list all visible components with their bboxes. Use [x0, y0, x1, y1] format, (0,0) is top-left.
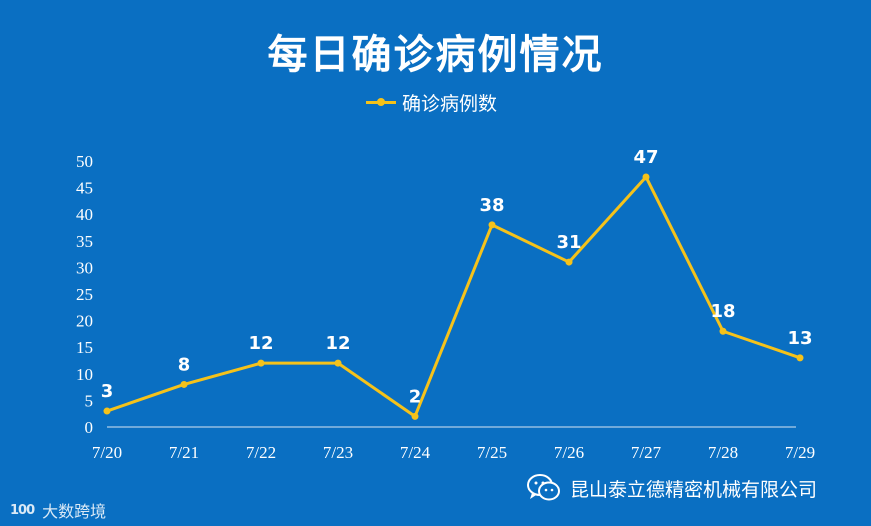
x-tick-label: 7/22: [246, 443, 276, 462]
y-tick-label: 40: [76, 205, 93, 224]
x-tick-label: 7/29: [785, 443, 815, 462]
legend-label: 确诊病例数: [402, 93, 498, 115]
x-tick-label: 7/27: [631, 443, 662, 462]
data-label: 38: [479, 195, 504, 216]
data-label: 18: [710, 301, 735, 322]
data-label: 13: [787, 328, 812, 349]
x-tick-label: 7/21: [169, 443, 199, 462]
x-tick-label: 7/28: [708, 443, 738, 462]
data-point: [411, 412, 419, 420]
watermark-text: 大数跨境: [42, 502, 107, 521]
data-label: 12: [248, 333, 273, 354]
data-label: 2: [409, 386, 422, 407]
y-tick-label: 5: [85, 391, 94, 410]
data-point: [180, 380, 188, 388]
series-line: [106, 175, 801, 418]
y-tick-label: 25: [76, 285, 93, 304]
x-tick-label: 7/23: [323, 443, 353, 462]
y-tick-label: 15: [76, 338, 93, 357]
y-tick-label: 20: [76, 312, 93, 331]
data-point: [488, 221, 496, 229]
y-tick-label: 10: [76, 365, 93, 384]
y-tick-label: 30: [76, 258, 93, 277]
data-point: [642, 173, 650, 181]
x-tick-label: 7/25: [477, 443, 507, 462]
data-label: 8: [178, 354, 191, 375]
data-point: [796, 354, 804, 362]
legend: 确诊病例数: [366, 89, 497, 116]
x-tick-label: 7/24: [400, 443, 431, 462]
data-point: [719, 327, 727, 335]
company-credit: 昆山泰立德精密机械有限公司: [526, 473, 817, 503]
y-tick-label: 35: [76, 232, 93, 251]
data-point: [257, 359, 265, 367]
x-tick-label: 7/26: [554, 443, 584, 462]
watermark-logo: 100: [10, 502, 35, 518]
wechat-icon: [527, 474, 560, 501]
data-label: 47: [633, 147, 658, 168]
data-point: [565, 258, 573, 266]
series-points: [103, 173, 804, 420]
data-point: [334, 359, 342, 367]
data-point: [103, 407, 111, 415]
x-tick-label: 7/20: [92, 443, 122, 462]
y-tick-label: 45: [76, 179, 93, 198]
data-label: 3: [101, 381, 114, 402]
y-axis-ticks: 0 5 10 15 20 25 30 35 40 45 50: [76, 152, 93, 437]
x-axis-ticks: 7/20 7/21 7/22 7/23 7/24 7/25 7/26 7/27 7/28 7/29: [92, 443, 815, 462]
data-label: 12: [325, 333, 350, 354]
watermark: 100 大数跨境: [10, 498, 106, 522]
company-name: 昆山泰立德精密机械有限公司: [570, 478, 818, 501]
data-label: 31: [556, 232, 581, 253]
y-tick-label: 0: [85, 418, 94, 437]
legend-line-marker-icon: [366, 98, 396, 106]
chart-title: 每日确诊病例情况: [267, 32, 604, 78]
y-tick-label: 50: [76, 152, 93, 171]
